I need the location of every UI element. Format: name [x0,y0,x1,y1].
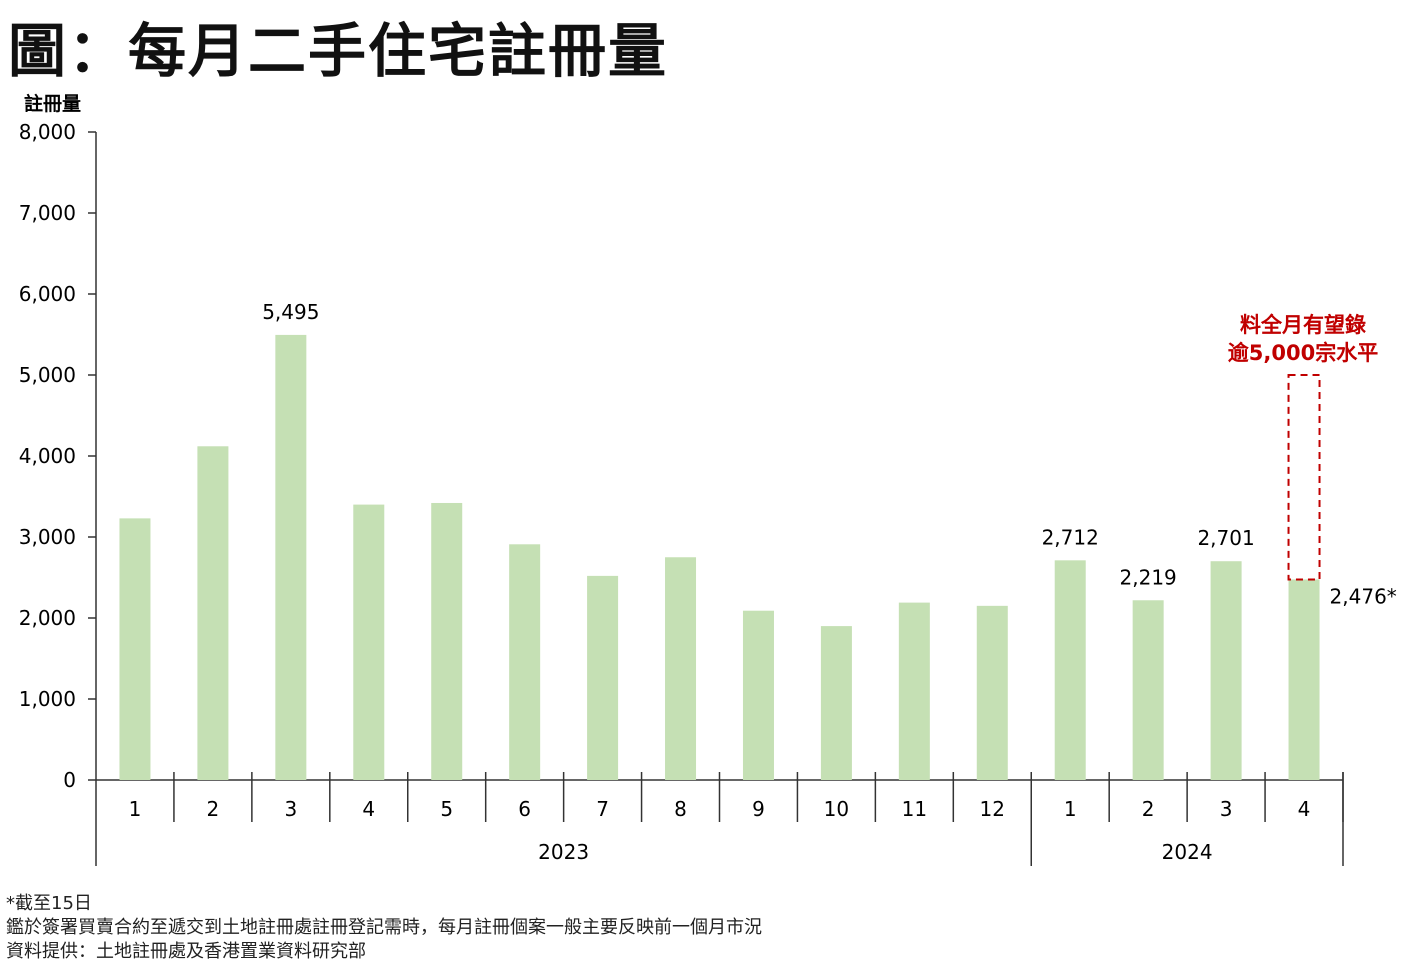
bar [820,626,852,780]
bar [1132,600,1164,780]
footnotes: *截至15日 鑑於簽署買賣合約至遞交到土地註冊處註冊登記需時，每月註冊個案一般主… [6,892,762,964]
bar [509,544,541,780]
group-label: 2023 [538,840,589,864]
x-tick-label: 3 [284,797,297,821]
data-label: 5,495 [262,300,319,324]
bar [119,518,151,780]
x-tick-label: 9 [752,797,765,821]
x-tick-label: 7 [596,797,609,821]
y-tick-label: 6,000 [19,282,76,306]
projection-label: 料全月有望錄 [1240,313,1366,337]
bar [1288,579,1320,780]
x-tick-label: 4 [1298,797,1311,821]
bar [275,334,307,780]
x-tick-label: 6 [518,797,531,821]
x-tick-label: 5 [440,797,453,821]
group-label: 2024 [1162,840,1213,864]
bar-chart: 註冊量 0 1,000 2,000 3,000 4,000 5,000 6,000 7,000 8… [19,92,1397,866]
data-label: 2,712 [1042,525,1099,549]
bar [197,446,229,780]
data-label: 2,701 [1197,526,1254,550]
y-tick-label: 7,000 [19,201,76,225]
y-tick-label: 8,000 [19,120,76,144]
y-tick-label: 1,000 [19,687,76,711]
projection-label: 逾5,000宗水平 [1228,341,1378,365]
y-tick-label: 0 [63,768,76,792]
data-label: 2,476* [1330,584,1397,608]
bar [431,502,463,780]
bar [898,602,930,780]
x-tick-label: 2 [207,797,220,821]
chart-title: 圖：每月二手住宅註冊量 [8,17,669,85]
bar [1210,561,1242,780]
bar [353,504,385,780]
x-tick-label: 3 [1220,797,1233,821]
footnote-source: 資料提供：土地註冊處及香港置業資料研究部 [6,941,366,962]
bar [587,575,619,780]
bar [976,605,1008,780]
x-tick-label: 1 [1064,797,1077,821]
data-label: 2,219 [1120,565,1177,589]
y-tick-label: 3,000 [19,525,76,549]
footnote-asterisk: *截至15日 [6,893,92,914]
x-tick-label: 12 [980,797,1005,821]
bar [742,610,774,780]
y-tick-label: 2,000 [19,606,76,630]
y-axis-label: 註冊量 [24,92,81,115]
x-tick-label: 11 [902,797,927,821]
bar [1054,560,1086,780]
projection-box [1287,374,1321,581]
bar [665,557,697,780]
x-tick-label: 2 [1142,797,1155,821]
y-tick-label: 5,000 [19,363,76,387]
footnote-note: 鑑於簽署買賣合約至遞交到土地註冊處註冊登記需時，每月註冊個案一般主要反映前一個月… [6,917,762,938]
y-tick-label: 4,000 [19,444,76,468]
x-tick-label: 8 [674,797,687,821]
x-tick-label: 1 [129,797,142,821]
x-tick-label: 10 [824,797,849,821]
x-tick-label: 4 [362,797,375,821]
